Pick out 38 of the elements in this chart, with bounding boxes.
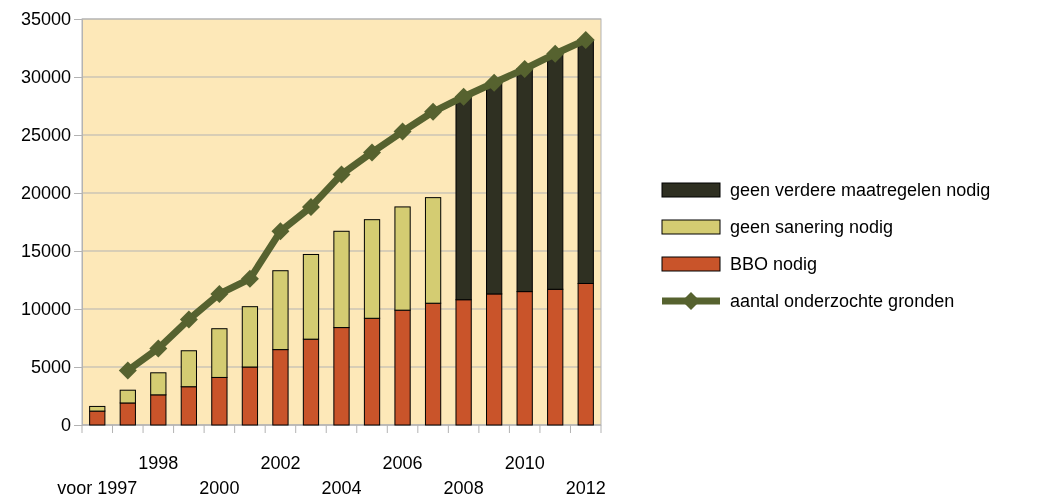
y-tick-label: 30000 xyxy=(20,67,71,88)
y-tick-label: 35000 xyxy=(20,9,71,30)
point xyxy=(576,30,595,49)
point xyxy=(240,269,259,288)
point xyxy=(149,339,168,358)
legend-label: BBO nodig xyxy=(730,254,818,274)
y-tick-label: 25000 xyxy=(20,125,71,146)
x-tick-label: 2012 xyxy=(565,478,606,498)
bar xyxy=(89,410,106,426)
point xyxy=(301,197,320,216)
y-tick-label: 5000 xyxy=(30,357,71,378)
y-tick-label: 10000 xyxy=(20,299,71,320)
point xyxy=(515,59,534,78)
legend-label: geen sanering nodig xyxy=(730,217,894,237)
point xyxy=(363,143,382,162)
y-tick-label: 15000 xyxy=(20,241,71,262)
point xyxy=(179,310,198,329)
point xyxy=(210,284,229,303)
point xyxy=(546,44,565,63)
point xyxy=(118,361,137,380)
point xyxy=(424,102,443,121)
x-tick-label: 2008 xyxy=(443,478,484,498)
x-tick-label: 2006 xyxy=(382,453,423,473)
legend-label: aantal onderzochte gronden xyxy=(730,291,955,311)
x-tick-label: 2010 xyxy=(504,453,545,473)
point xyxy=(271,222,290,241)
y-tick-label: 20000 xyxy=(20,183,71,204)
y-tick-label: 0 xyxy=(60,415,71,436)
x-tick-label: voor 1997 xyxy=(57,478,138,498)
x-tick-label: 2002 xyxy=(260,453,301,473)
point xyxy=(332,165,351,184)
point xyxy=(454,87,473,106)
x-tick-label: 2000 xyxy=(199,478,240,498)
point xyxy=(393,122,412,141)
x-tick-label: 1998 xyxy=(138,453,179,473)
legend-label: geen verdere maatregelen nodig xyxy=(730,180,991,200)
point xyxy=(485,73,504,92)
x-tick-label: 2004 xyxy=(321,478,362,498)
